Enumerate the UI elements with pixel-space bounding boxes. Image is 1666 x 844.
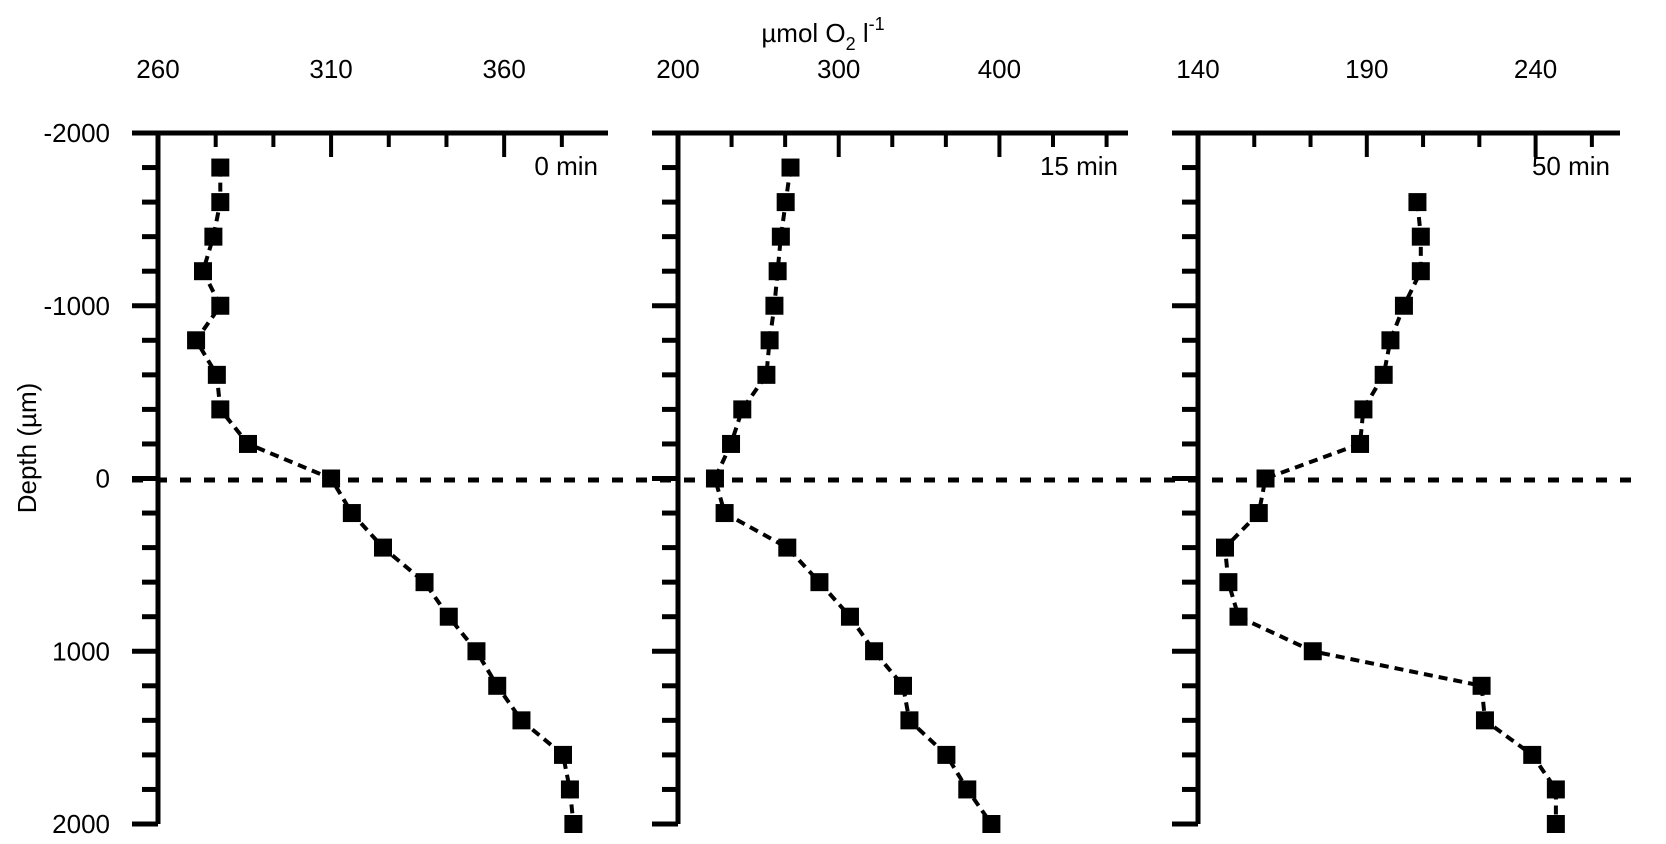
data-point-0-min: [374, 538, 392, 557]
data-point-0-min: [207, 365, 226, 384]
panel-label-15-min: 15 min: [1040, 151, 1118, 181]
panels: 260 310 360 -2000 -1000 0 1000 2000 0 min 200 300 4…: [44, 54, 1620, 839]
y-tick-label: 1000: [52, 636, 110, 666]
x-tick-label-0-min: 310: [309, 54, 352, 84]
data-point-15-min: [771, 227, 790, 246]
panel-50-min: 140 190 240 50 min: [1172, 54, 1620, 833]
x-axis-title-superscript: -1: [869, 14, 885, 34]
data-point-50-min: [1249, 504, 1268, 523]
y-tick-label: 2000: [52, 809, 110, 839]
data-point-15-min: [760, 331, 779, 350]
data-point-50-min: [1256, 469, 1275, 488]
data-point-0-min: [488, 676, 507, 695]
x-tick-label-15-min: 400: [978, 54, 1021, 84]
data-point-50-min: [1354, 400, 1373, 419]
data-point-50-min: [1523, 745, 1542, 764]
x-tick-label-50-min: 240: [1514, 54, 1557, 84]
data-point-50-min: [1546, 815, 1565, 833]
data-point-0-min: [560, 780, 579, 799]
data-point-0-min: [204, 227, 223, 246]
data-point-0-min: [239, 434, 257, 453]
data-point-50-min: [1394, 296, 1413, 315]
data-point-0-min: [194, 262, 212, 281]
data-point-50-min: [1546, 780, 1565, 799]
data-point-15-min: [765, 296, 784, 315]
y-tick-label: -2000: [44, 118, 111, 148]
data-point-0-min: [467, 642, 486, 661]
data-point-50-min: [1475, 711, 1494, 730]
data-point-15-min: [982, 815, 1001, 833]
data-point-15-min: [757, 365, 776, 384]
panel-label-0-min: 0 min: [534, 151, 598, 181]
data-point-15-min: [840, 607, 859, 626]
data-point-0-min: [187, 331, 206, 350]
data-point-0-min: [564, 815, 583, 833]
data-point-15-min: [715, 504, 734, 523]
data-point-50-min: [1351, 434, 1370, 453]
series-line-50-min: [1222, 201, 1558, 824]
data-point-50-min: [1411, 227, 1430, 246]
y-tick-label: -1000: [44, 291, 111, 321]
data-point-50-min: [1408, 193, 1427, 212]
data-point-15-min: [768, 262, 787, 281]
y-tick-label: 0: [96, 464, 110, 494]
panel-15-min: 200 300 400 15 min: [652, 54, 1128, 833]
data-point-15-min: [778, 538, 797, 557]
data-point-0-min: [439, 607, 458, 626]
data-point-0-min: [342, 504, 361, 523]
data-point-15-min: [900, 711, 919, 730]
data-point-0-min: [211, 400, 230, 419]
x-axis-title-subscript: 2: [846, 34, 856, 54]
data-point-0-min: [554, 745, 572, 764]
data-point-0-min: [211, 296, 230, 315]
x-tick-label-50-min: 190: [1345, 54, 1388, 84]
x-tick-label-0-min: 260: [136, 54, 179, 84]
data-point-0-min: [211, 193, 230, 212]
x-tick-label-0-min: 360: [482, 54, 525, 84]
panel-label-50-min: 50 min: [1532, 151, 1610, 181]
y-axis-title: Depth (µm): [12, 383, 42, 514]
data-point-50-min: [1381, 331, 1400, 350]
data-point-15-min: [781, 158, 800, 177]
data-point-50-min: [1229, 607, 1248, 626]
data-point-15-min: [958, 780, 977, 799]
data-point-15-min: [733, 400, 752, 419]
x-axis-title-main: µmol O: [761, 18, 845, 48]
x-tick-label-15-min: 200: [656, 54, 699, 84]
series-line-15-min: [712, 167, 994, 826]
data-point-50-min: [1219, 573, 1238, 592]
data-point-15-min: [776, 193, 795, 212]
data-point-15-min: [865, 642, 884, 661]
data-point-15-min: [722, 434, 741, 453]
data-point-15-min: [810, 573, 829, 592]
x-axis-title-unit: l: [856, 18, 869, 48]
panel-0-min: 260 310 360 -2000 -1000 0 1000 2000 0 min: [44, 54, 608, 839]
data-point-15-min: [937, 745, 956, 764]
data-point-0-min: [322, 469, 341, 488]
data-point-0-min: [415, 573, 434, 592]
data-point-15-min: [894, 676, 912, 695]
data-point-50-min: [1303, 642, 1322, 661]
data-point-15-min: [705, 469, 724, 488]
data-point-50-min: [1216, 538, 1235, 557]
data-point-50-min: [1411, 262, 1430, 281]
data-point-0-min: [211, 158, 230, 177]
x-tick-label-15-min: 300: [817, 54, 860, 84]
data-point-0-min: [512, 711, 531, 730]
data-point-50-min: [1472, 676, 1491, 695]
x-axis-title: µmol O2 l-1: [761, 14, 884, 54]
data-point-50-min: [1374, 365, 1393, 384]
x-tick-label-50-min: 140: [1176, 54, 1219, 84]
